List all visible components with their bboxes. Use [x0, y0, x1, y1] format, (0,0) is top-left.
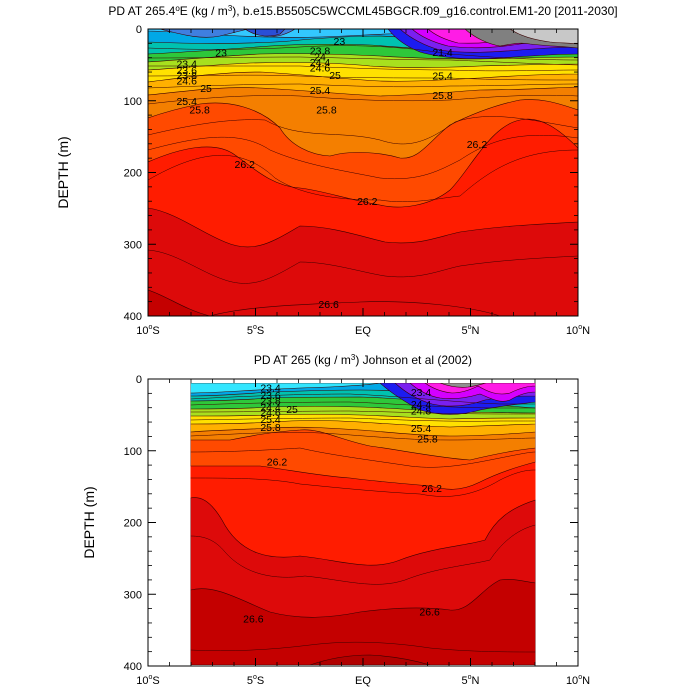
- contour-label: 26.2: [422, 483, 443, 495]
- x-tick-label: 5oS: [247, 324, 264, 337]
- obs-x-ticks: 10oS 5oS EQ 5oN 10oN: [136, 379, 590, 687]
- y-tick-label: 0: [136, 374, 142, 386]
- obs-panel-title: PD AT 265 (kg / m3) Johnson et al (2002): [254, 353, 472, 367]
- y-tick-label: 400: [124, 661, 142, 673]
- thin-contour-lines: [148, 45, 578, 284]
- contour-label: 23.8: [310, 46, 331, 58]
- contour-label: 26.6: [318, 299, 339, 311]
- contour-label: 25.8: [189, 104, 210, 116]
- contour-label: 25: [286, 404, 298, 416]
- contour-label: 25.4: [260, 414, 281, 426]
- model-x-ticks: 10oS 5oS EQ 5oN 10oN: [136, 29, 590, 337]
- obs-panel: PD AT 265 (kg / m3) Johnson et al (2002)…: [81, 353, 590, 687]
- deep-26-6-region: [148, 207, 578, 316]
- model-y-ticks: 0 100 200 300 400: [124, 24, 578, 323]
- obs-y-ticks: 0 100 200 300 400: [124, 374, 578, 673]
- contour-label: 26.2: [235, 159, 256, 171]
- contour-label: 23.6: [260, 390, 281, 402]
- obs-y-axis-label: DEPTH (m): [81, 486, 97, 558]
- model-contour-labels: 2323.423.623.824.62525.425.82323.82424.4…: [176, 36, 487, 311]
- x-tick-label: 10oS: [136, 674, 160, 687]
- obs-contour-labels: 23.423.623.824.424.6 2525.425.823.424.424…: [243, 383, 442, 626]
- contour-label: 26.6: [243, 614, 264, 626]
- contour-label: 23.4: [176, 58, 197, 70]
- contour-label: 25.8: [260, 422, 281, 434]
- contour-label: 23: [334, 36, 346, 48]
- obs-thin-contour-lines: [190, 393, 536, 653]
- contour-label: 25: [329, 70, 341, 82]
- contour-label: 23.6: [176, 65, 197, 77]
- model-y-axis-label: DEPTH (m): [55, 136, 71, 208]
- line-26-6: [209, 301, 501, 316]
- x-tick-label: 10oN: [566, 674, 590, 687]
- contour-label: 23.8: [260, 396, 281, 408]
- contour-label: 21.4: [432, 47, 453, 59]
- contour-label: 24.6: [176, 76, 197, 88]
- model-contour-field: 2323.423.623.824.62525.425.82323.82424.4…: [148, 29, 578, 316]
- contour-label: 23.8: [176, 70, 197, 82]
- contour-label: 26.2: [357, 196, 378, 208]
- y-tick-label: 200: [124, 168, 142, 180]
- contour-label: 25: [200, 83, 212, 95]
- contour-label: 23.4: [260, 383, 281, 395]
- contour-label: 24.4: [411, 399, 432, 411]
- y-tick-label: 100: [124, 96, 142, 108]
- contour-label: 24.6: [260, 407, 281, 419]
- y-tick-label: 300: [124, 589, 142, 601]
- y-tick-label: 0: [136, 24, 142, 36]
- obs-deep-26-8-region: [190, 579, 536, 665]
- contour-label: 26.6: [419, 606, 440, 618]
- x-tick-label: 5oS: [247, 674, 264, 687]
- y-tick-label: 100: [124, 446, 142, 458]
- obs-deepest-region: [309, 654, 431, 665]
- model-panel-title: PD AT 265.4oE (kg / m3), b.e15.B5505C5WC…: [108, 4, 617, 18]
- model-panel: PD AT 265.4oE (kg / m3), b.e15.B5505C5WC…: [55, 4, 618, 337]
- contour-label: 24.8: [411, 406, 432, 418]
- contour-label: 26.2: [267, 457, 288, 469]
- x-tick-label: 5oN: [462, 324, 480, 337]
- obs-field-23-band: [190, 383, 381, 394]
- y-tick-label: 400: [124, 311, 142, 323]
- x-tick-label: 5oN: [462, 674, 480, 687]
- x-tick-label: 10oN: [566, 324, 590, 337]
- contour-label: 25.4: [432, 71, 453, 83]
- contour-label: 24: [314, 51, 326, 63]
- y-tick-label: 300: [124, 239, 142, 251]
- x-tick-label: EQ: [355, 675, 371, 687]
- contour-label: 25.4: [411, 423, 432, 435]
- obs-contour-field: 23.423.623.824.424.6 2525.425.823.424.424…: [190, 383, 536, 665]
- contour-label: 25.8: [316, 104, 337, 116]
- obs-field-19-band: [439, 383, 487, 388]
- x-tick-label: 10oS: [136, 324, 160, 337]
- y-tick-label: 200: [124, 518, 142, 530]
- contour-label: 24.6: [310, 63, 331, 75]
- contour-label: 23: [215, 48, 227, 60]
- contour-label: 25.8: [432, 90, 453, 102]
- field-18-band: [509, 29, 578, 45]
- contour-label: 23.4: [411, 387, 432, 399]
- contour-label: 25.4: [176, 96, 197, 108]
- contour-label: 26.2: [467, 139, 488, 151]
- contour-label: 25.8: [417, 434, 438, 446]
- contour-label: 24.4: [260, 402, 281, 414]
- contour-label: 24.4: [310, 57, 331, 69]
- x-tick-label: EQ: [355, 325, 371, 337]
- contour-label: 25.4: [310, 85, 331, 97]
